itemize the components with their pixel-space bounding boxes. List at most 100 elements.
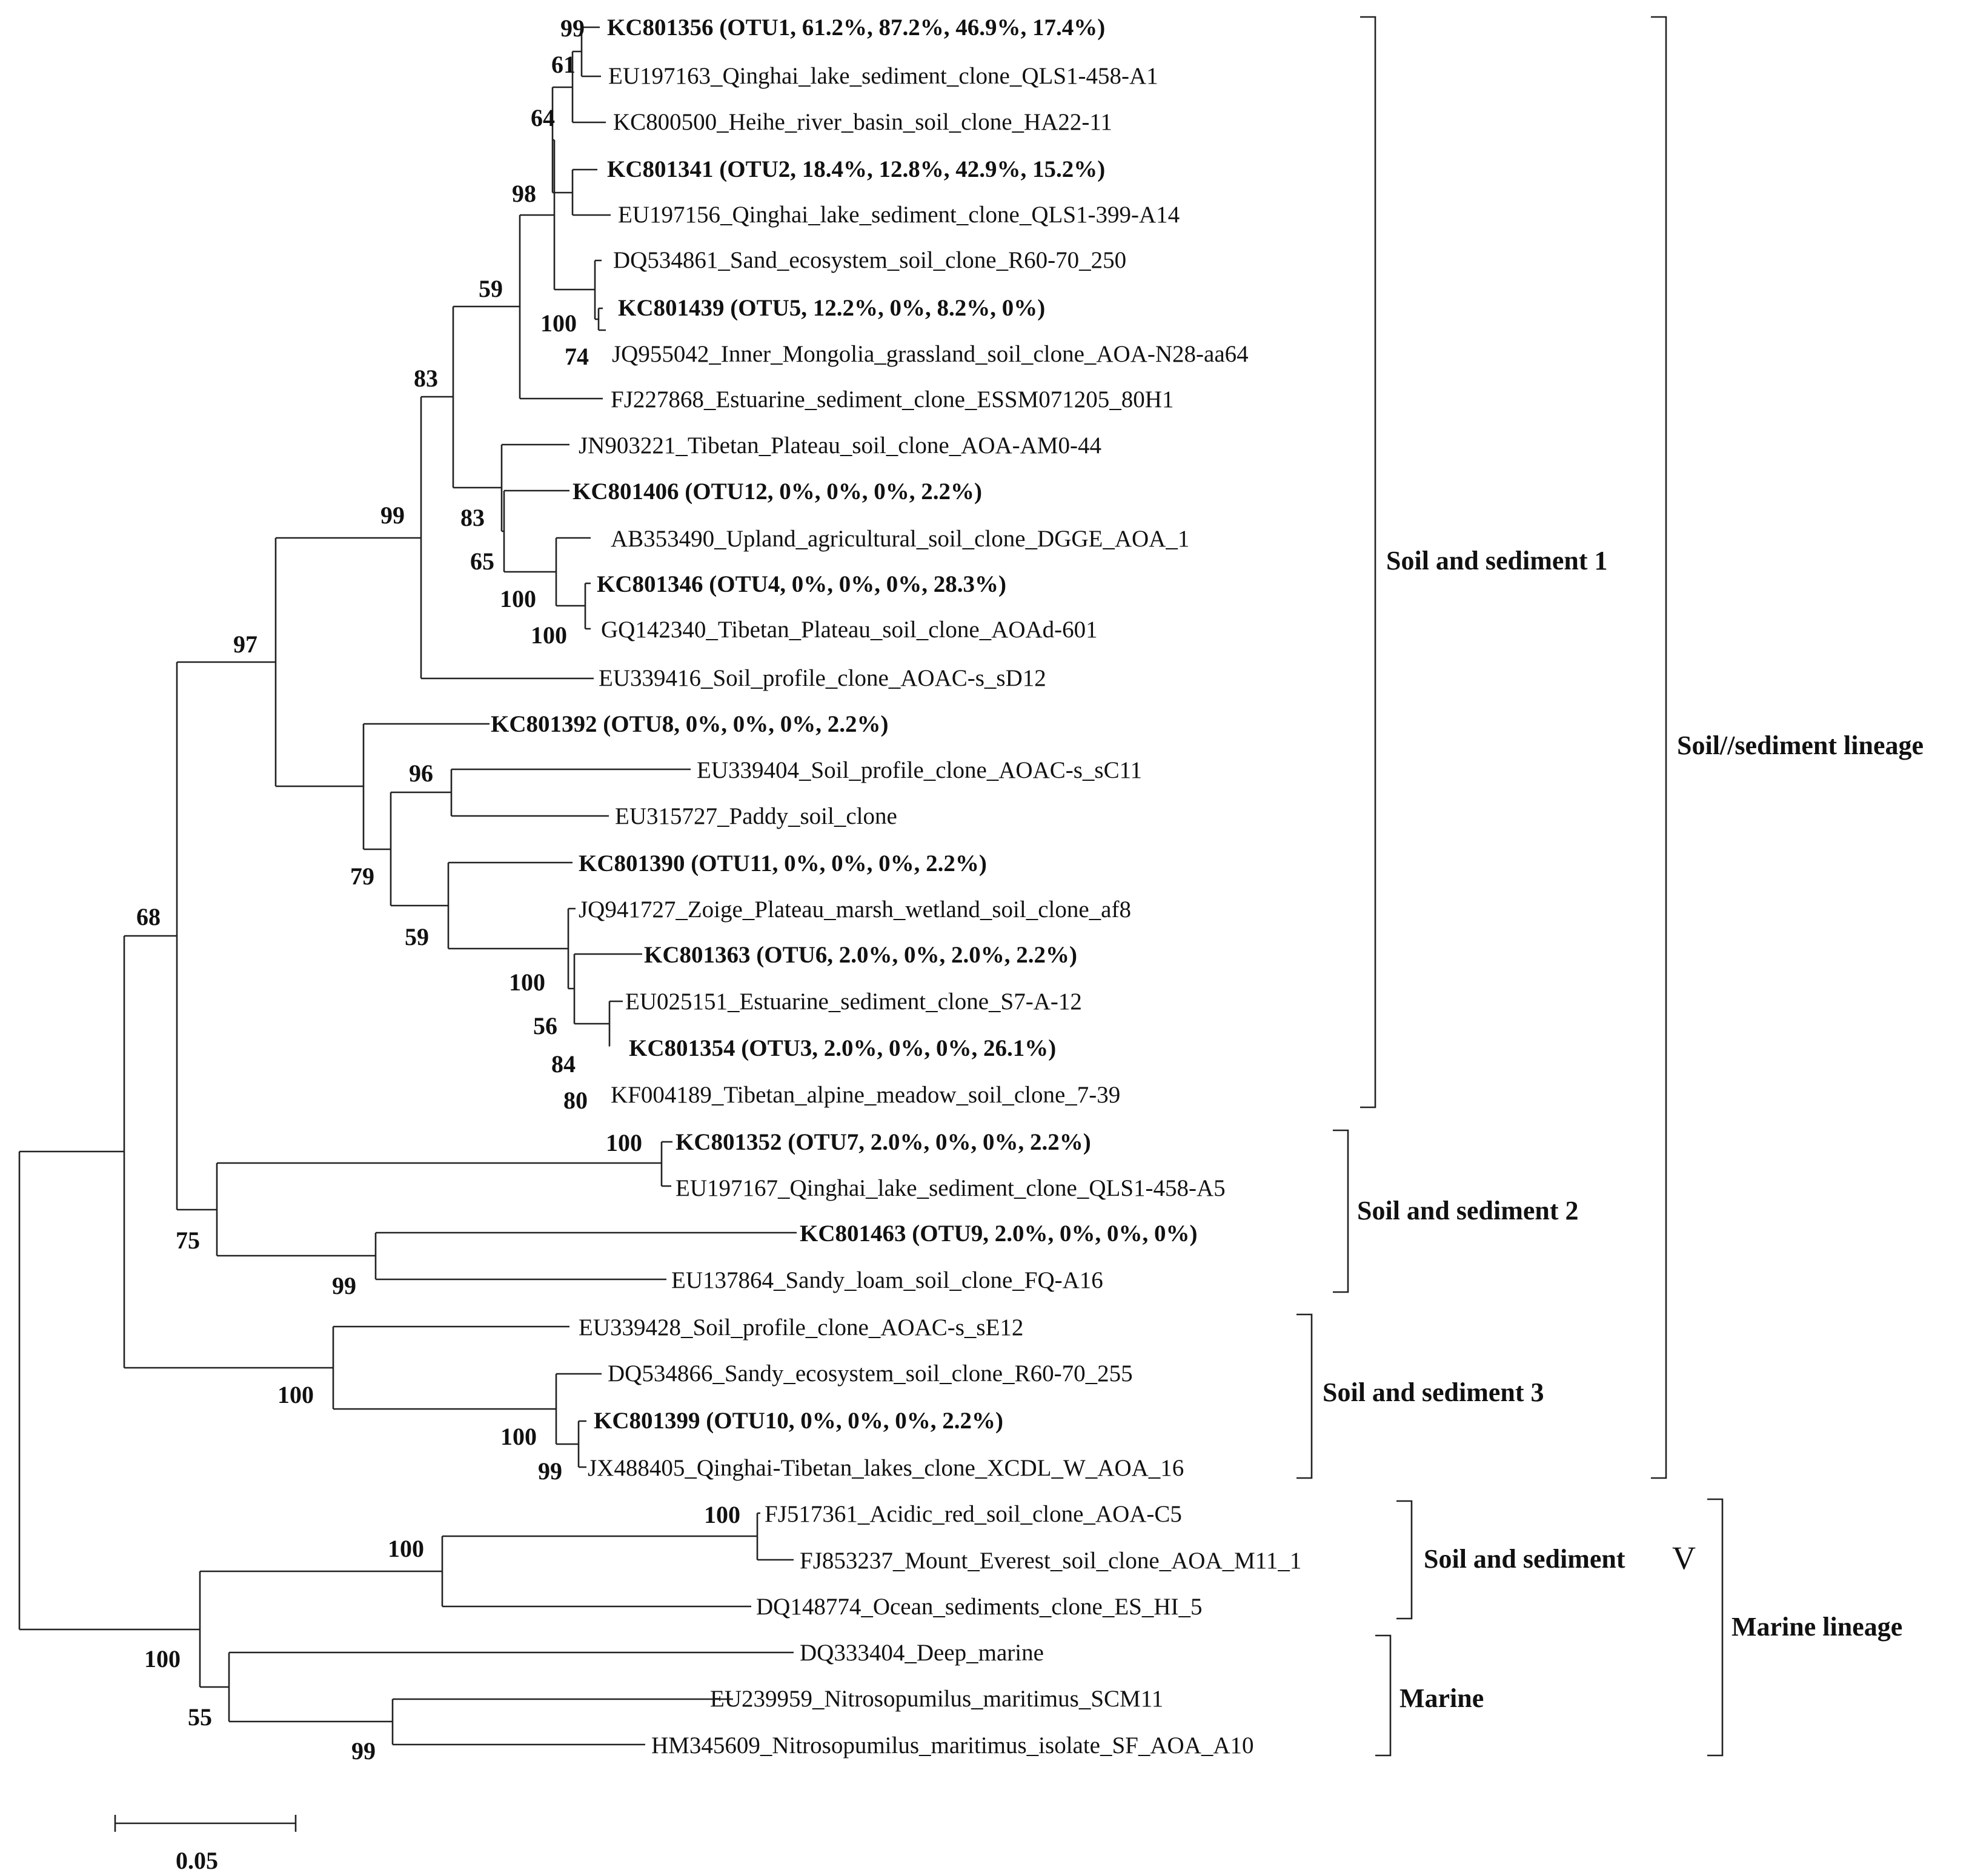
scale-bar-line — [114, 1815, 297, 1832]
branch — [500, 443, 569, 532]
bootstrap-value: 100 — [500, 585, 536, 612]
branch — [216, 1162, 662, 1257]
bootstrap-value: 99 — [332, 1272, 356, 1299]
clade-label-marine-lineage: Marine lineage — [1731, 1612, 1902, 1642]
branch — [577, 1420, 586, 1468]
leaf-label: KF004189_Tibetan_alpine_meadow_soil_clon… — [611, 1082, 1120, 1108]
leaf-label: JN903221_Tibetan_Plateau_soil_clone_AOA-… — [579, 433, 1101, 459]
leaf-label: JQ941727_Zoige_Plateau_marsh_wetland_soi… — [579, 897, 1131, 923]
branch — [608, 1000, 623, 1047]
leaf-label: FJ517361_Acidic_red_soil_clone_AOA-C5 — [765, 1501, 1182, 1527]
leaf-label: EU339428_Soil_profile_clone_AOAC-s_sE12 — [579, 1314, 1023, 1341]
bootstrap-value: 100 — [277, 1381, 314, 1408]
bootstrap-value: 97 — [233, 631, 257, 658]
leaf-label: EU197163_Qinghai_lake_sediment_clone_QLS… — [608, 63, 1158, 89]
leaf-label: FJ853237_Mount_Everest_soil_clone_AOA_M1… — [800, 1548, 1301, 1574]
leaf-label: KC801399 (OTU10, 0%, 0%, 0%, 2.2%) — [594, 1408, 1003, 1434]
branch — [390, 791, 451, 907]
leaf-label: KC801363 (OTU6, 2.0%, 0%, 2.0%, 2.2%) — [644, 942, 1077, 968]
branch — [123, 935, 333, 1369]
bootstrap-value: 84 — [551, 1050, 576, 1078]
leaf-label: JX488405_Qinghai-Tibetan_lakes_clone_XCD… — [588, 1455, 1184, 1481]
leaf-label: DQ534866_Sandy_ecosystem_soil_clone_R60-… — [608, 1361, 1133, 1387]
clade-label-marine: Marine — [1399, 1683, 1484, 1713]
bootstrap-value: 75 — [176, 1227, 200, 1254]
clade-brackets — [1296, 16, 1724, 1757]
bootstrap-values: 99 61 64 98 100 74 59 83 83 65 100 100 9… — [136, 15, 740, 1765]
bootstrap-value: 99 — [380, 502, 405, 529]
bootstrap-value: 100 — [388, 1535, 424, 1562]
bracket-marine-lineage — [1707, 1498, 1724, 1757]
bootstrap-value: 64 — [531, 104, 555, 131]
leaf-label: EU315727_Paddy_soil_clone — [615, 803, 897, 829]
leaf-label: KC801406 (OTU12, 0%, 0%, 0%, 2.2%) — [573, 479, 982, 505]
branch — [452, 305, 520, 489]
clade-labels: Soil and sediment 1 Soil and sediment 2 … — [1323, 546, 1924, 1713]
bootstrap-value: 100 — [144, 1645, 181, 1672]
bootstrap-value: 59 — [405, 923, 429, 950]
bootstrap-value: 96 — [409, 760, 433, 787]
leaf-label: EU197156_Qinghai_lake_sediment_clone_QLS… — [618, 202, 1180, 228]
bootstrap-value: 61 — [551, 51, 576, 78]
branch — [571, 50, 606, 124]
bracket-soil-sediment-3 — [1296, 1313, 1313, 1479]
bootstrap-value: 99 — [538, 1457, 562, 1485]
leaf-label: KC801341 (OTU2, 18.4%, 12.8%, 42.9%, 15.… — [607, 156, 1105, 182]
bootstrap-value: 100 — [509, 969, 545, 996]
bootstrap-value: 83 — [460, 504, 485, 531]
leaf-label: KC800500_Heihe_river_basin_soil_clone_HA… — [613, 109, 1112, 135]
leaf-label: KC801390 (OTU11, 0%, 0%, 0%, 2.2%) — [579, 850, 987, 877]
leaf-label: EU025151_Estuarine_sediment_clone_S7-A-1… — [625, 989, 1082, 1015]
leaf-label: JQ955042_Inner_Mongolia_grassland_soil_c… — [612, 341, 1249, 367]
branch — [597, 307, 606, 331]
leaf-label: DQ148774_Ocean_sediments_clone_ES_HI_5 — [756, 1594, 1203, 1620]
branch — [228, 1651, 794, 1723]
scale-bar-label: 0.05 — [176, 1847, 218, 1874]
leaf-label: KC801346 (OTU4, 0%, 0%, 0%, 28.3%) — [597, 571, 1006, 597]
leaf-label: EU339416_Soil_profile_clone_AOAC-s_sD12 — [599, 665, 1046, 691]
bracket-marine — [1375, 1634, 1392, 1757]
clade-label-soil-sediment-lineage: Soil//sediment lineage — [1677, 731, 1924, 760]
leaf-label: KC801356 (OTU1, 61.2%, 87.2%, 46.9%, 17.… — [607, 15, 1105, 41]
branch — [274, 537, 421, 787]
clade-label-soil-sediment-3: Soil and sediment 3 — [1323, 1377, 1544, 1407]
tree-branches — [18, 26, 797, 1746]
bootstrap-value: 55 — [188, 1703, 212, 1731]
leaf-label: GQ142340_Tibetan_Plateau_soil_clone_AOAd… — [601, 617, 1098, 643]
branch — [441, 1535, 757, 1608]
bracket-soil-sediment-1 — [1360, 16, 1376, 1109]
branch — [571, 168, 611, 216]
leaf-label: KC801439 (OTU5, 12.2%, 0%, 8.2%, 0%) — [618, 295, 1045, 321]
bootstrap-value: 83 — [414, 365, 438, 392]
clade-label-roman-v: V — [1672, 1540, 1696, 1576]
bootstrap-value: 99 — [351, 1737, 376, 1765]
branch — [660, 1141, 672, 1187]
leaf-label: AB353490_Upland_agricultural_soil_clone_… — [611, 526, 1189, 552]
leaf-label: EU239959_Nitrosopumilus_maritimus_SCM11 — [710, 1686, 1163, 1712]
branch — [199, 1570, 442, 1688]
branch — [584, 582, 591, 630]
bootstrap-value: 56 — [533, 1012, 557, 1039]
leaf-labels: KC801356 (OTU1, 61.2%, 87.2%, 46.9%, 17.… — [491, 15, 1301, 1758]
bootstrap-value: 59 — [479, 275, 503, 302]
leaf-label: HM345609_Nitrosopumilus_maritimus_isolat… — [651, 1732, 1254, 1758]
leaf-label: EU339404_Soil_profile_clone_AOAC-s_sC11 — [697, 757, 1142, 783]
bracket-soil-sediment-lineage — [1651, 16, 1667, 1479]
bootstrap-value: 99 — [560, 15, 585, 42]
leaf-label: KC801354 (OTU3, 2.0%, 0%, 0%, 26.1%) — [629, 1035, 1056, 1061]
branch — [503, 489, 569, 573]
leaf-label: KC801352 (OTU7, 2.0%, 0%, 0%, 2.2%) — [676, 1129, 1091, 1155]
bootstrap-value: 100 — [704, 1501, 740, 1528]
leaf-label: DQ333404_Deep_marine — [800, 1640, 1044, 1666]
bootstrap-value: 68 — [136, 903, 161, 930]
leaf-label: FJ227868_Estuarine_sediment_clone_ESSM07… — [611, 386, 1174, 413]
branch — [176, 661, 276, 1211]
bootstrap-value: 100 — [540, 310, 577, 337]
leaf-label: KC801392 (OTU8, 0%, 0%, 0%, 2.2%) — [491, 711, 889, 737]
scale-bar: 0.05 — [114, 1815, 297, 1874]
branch — [519, 214, 603, 400]
clade-label-soil-sediment-1: Soil and sediment 1 — [1386, 546, 1608, 575]
bracket-soil-sediment-v — [1396, 1500, 1413, 1620]
leaf-label: EU197167_Qinghai_lake_sediment_clone_QLS… — [676, 1175, 1226, 1201]
